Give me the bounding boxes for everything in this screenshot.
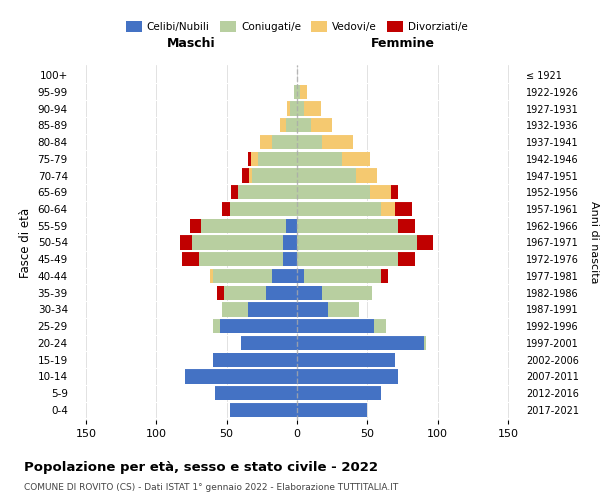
Bar <box>283 252 297 266</box>
Bar <box>229 403 297 417</box>
Bar <box>182 252 199 266</box>
Bar <box>391 185 398 200</box>
Bar <box>297 152 342 166</box>
Bar <box>212 319 220 334</box>
Bar <box>297 336 424 350</box>
Bar <box>280 118 286 132</box>
Bar <box>217 286 224 300</box>
Bar <box>223 202 229 216</box>
Bar <box>300 84 307 99</box>
Bar <box>398 252 415 266</box>
Bar <box>294 84 297 99</box>
Bar <box>342 152 370 166</box>
Text: Popolazione per età, sesso e stato civile - 2022: Popolazione per età, sesso e stato civil… <box>24 462 378 474</box>
Bar <box>322 135 353 149</box>
Bar <box>297 386 382 400</box>
Bar <box>272 135 297 149</box>
Bar <box>304 102 321 116</box>
Text: Femmine: Femmine <box>370 37 434 50</box>
Bar <box>297 352 395 367</box>
Bar <box>416 236 433 250</box>
Bar <box>322 286 371 300</box>
Bar <box>190 218 202 233</box>
Bar <box>248 302 297 316</box>
Bar <box>297 218 398 233</box>
Y-axis label: Fasce di età: Fasce di età <box>19 208 32 278</box>
Bar <box>199 252 283 266</box>
Bar <box>248 152 251 166</box>
Bar <box>382 202 395 216</box>
Bar <box>272 269 297 283</box>
Bar <box>231 185 238 200</box>
Bar <box>266 286 297 300</box>
Bar <box>224 286 266 300</box>
Bar <box>283 236 297 250</box>
Bar <box>286 218 297 233</box>
Bar <box>212 352 297 367</box>
Bar <box>395 202 412 216</box>
Legend: Celibi/Nubili, Coniugati/e, Vedovi/e, Divorziati/e: Celibi/Nubili, Coniugati/e, Vedovi/e, Di… <box>122 17 472 36</box>
Bar <box>180 236 191 250</box>
Bar <box>297 269 304 283</box>
Bar <box>297 286 322 300</box>
Bar <box>297 118 311 132</box>
Bar <box>249 168 252 182</box>
Bar <box>328 302 359 316</box>
Bar <box>382 269 388 283</box>
Bar <box>297 403 367 417</box>
Text: Maschi: Maschi <box>167 37 216 50</box>
Bar <box>424 336 427 350</box>
Bar <box>191 236 283 250</box>
Bar <box>287 102 290 116</box>
Bar <box>297 319 374 334</box>
Bar <box>297 168 356 182</box>
Bar <box>370 185 391 200</box>
Bar <box>304 269 382 283</box>
Bar <box>356 168 377 182</box>
Bar <box>185 370 297 384</box>
Bar <box>215 386 297 400</box>
Bar <box>251 152 257 166</box>
Bar <box>297 236 416 250</box>
Bar <box>210 269 212 283</box>
Bar <box>297 252 398 266</box>
Bar <box>242 168 249 182</box>
Bar <box>202 218 286 233</box>
Bar <box>398 218 415 233</box>
Bar <box>212 269 272 283</box>
Text: COMUNE DI ROVITO (CS) - Dati ISTAT 1° gennaio 2022 - Elaborazione TUTTITALIA.IT: COMUNE DI ROVITO (CS) - Dati ISTAT 1° ge… <box>24 484 398 492</box>
Bar <box>374 319 386 334</box>
Bar <box>297 102 304 116</box>
Bar <box>290 102 297 116</box>
Bar <box>297 302 328 316</box>
Bar <box>286 118 297 132</box>
Bar <box>241 336 297 350</box>
Bar <box>257 152 297 166</box>
Bar <box>297 185 370 200</box>
Y-axis label: Anni di nascita: Anni di nascita <box>589 201 599 284</box>
Bar <box>229 202 297 216</box>
Bar <box>223 302 248 316</box>
Bar <box>297 202 382 216</box>
Bar <box>297 370 398 384</box>
Bar <box>297 135 322 149</box>
Bar <box>238 185 297 200</box>
Bar <box>220 319 297 334</box>
Bar <box>252 168 297 182</box>
Bar <box>297 84 300 99</box>
Bar <box>260 135 272 149</box>
Bar <box>311 118 332 132</box>
